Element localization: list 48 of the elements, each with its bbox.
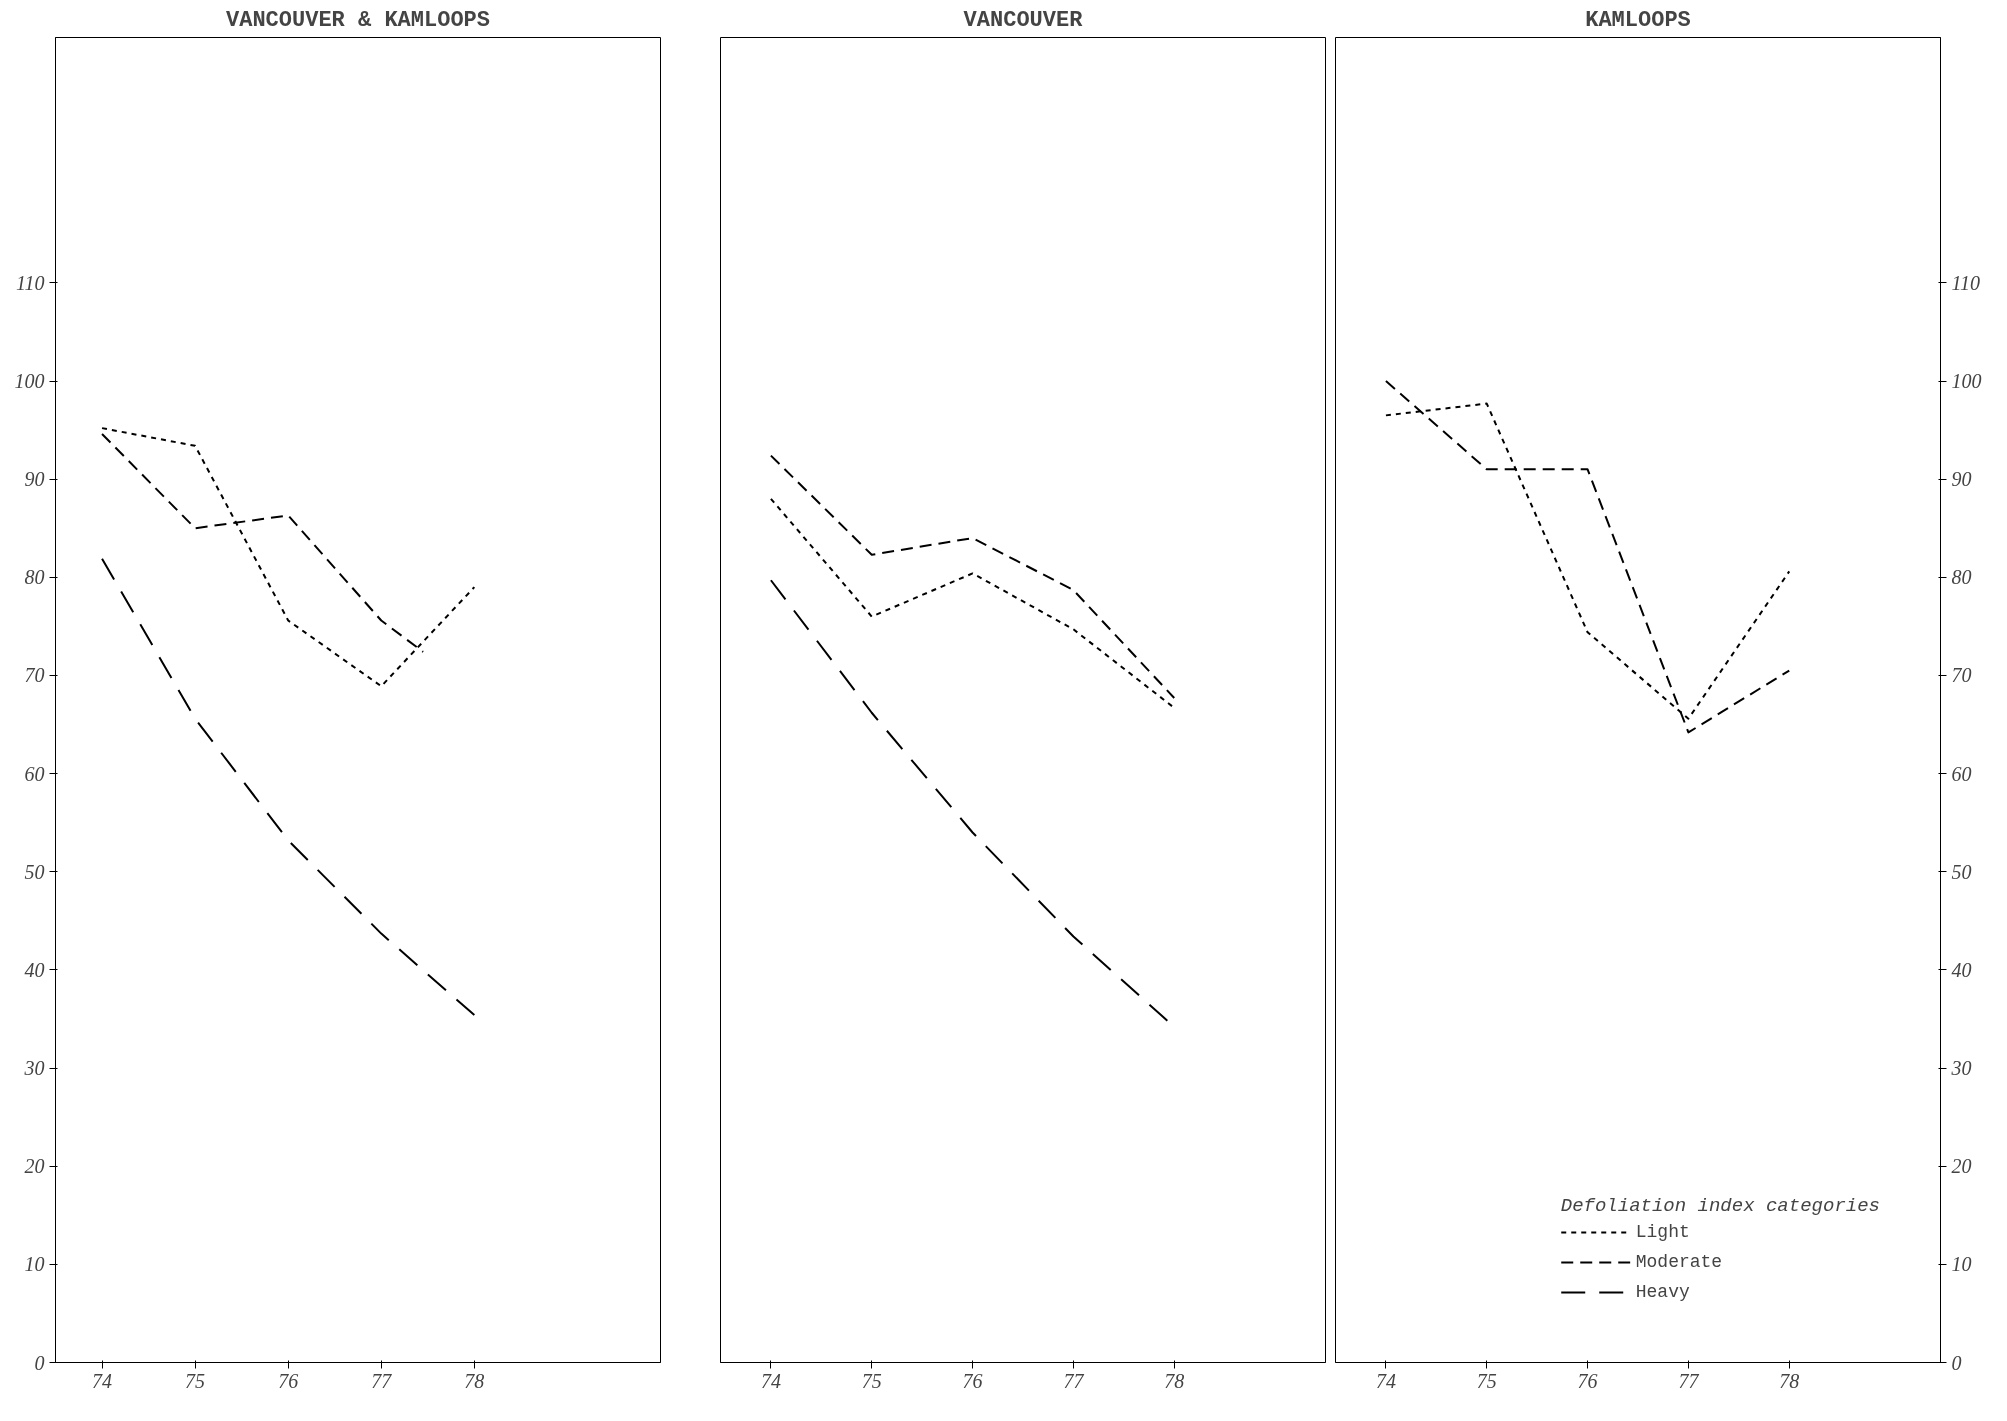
x-tick-label: 77 (1678, 1369, 1700, 1392)
x-tick-label: 76 (1577, 1369, 1598, 1392)
y-tick-label: 40 (24, 958, 45, 981)
y-tick-label: 10 (1951, 1253, 1972, 1276)
x-tick-label: 75 (185, 1369, 206, 1392)
line-series (101, 557, 476, 1017)
y-tick-label: 0 (1951, 1351, 1962, 1374)
legend-label: Light (1635, 1222, 1690, 1242)
y-tick-label: 10 (24, 1253, 45, 1276)
legend-title: Defoliation index categories (1560, 1195, 1880, 1217)
y-tick-label: 30 (1950, 1057, 1972, 1080)
line-series (101, 427, 476, 688)
legend-label: Heavy (1635, 1282, 1690, 1302)
y-tick-label: 70 (24, 664, 45, 687)
y-tick-label: 20 (1951, 1155, 1972, 1178)
y-tick-label: 90 (1951, 468, 1972, 491)
x-tick-label: 77 (371, 1369, 393, 1392)
x-tick-label: 76 (278, 1369, 299, 1392)
y-tick-label: 80 (24, 566, 45, 589)
y-tick-label: 60 (24, 762, 45, 785)
x-tick-label: 78 (1164, 1369, 1185, 1392)
y-tick-label: 110 (15, 271, 45, 294)
y-tick-label: 40 (1951, 958, 1972, 981)
x-tick-label: 75 (861, 1369, 882, 1392)
y-tick-label: 100 (1951, 370, 1982, 393)
x-tick-label: 77 (1063, 1369, 1085, 1392)
chart-title: VANCOUVER (963, 7, 1084, 33)
y-tick-label: 110 (1951, 271, 1981, 294)
x-tick-label: 74 (760, 1369, 781, 1392)
y-tick-label: 0 (34, 1351, 45, 1374)
y-tick-label: 70 (1951, 664, 1972, 687)
chart-title: KAMLOOPS (1585, 7, 1691, 33)
y-tick-label: 60 (1951, 762, 1972, 785)
y-tick-label: 90 (24, 468, 45, 491)
x-tick-label: 75 (1476, 1369, 1497, 1392)
x-tick-label: 74 (1375, 1369, 1396, 1392)
x-tick-label: 78 (464, 1369, 485, 1392)
chart-title: VANCOUVER & KAMLOOPS (225, 7, 491, 33)
x-tick-label: 76 (962, 1369, 983, 1392)
x-tick-label: 78 (1779, 1369, 1800, 1392)
y-tick-label: 30 (23, 1057, 45, 1080)
y-tick-label: 50 (1951, 860, 1972, 883)
legend-label: Moderate (1635, 1252, 1723, 1272)
y-tick-label: 20 (24, 1155, 45, 1178)
y-tick-label: 50 (24, 860, 45, 883)
x-tick-label: 74 (92, 1369, 113, 1392)
y-tick-label: 100 (14, 370, 45, 393)
y-tick-label: 80 (1951, 566, 1972, 589)
